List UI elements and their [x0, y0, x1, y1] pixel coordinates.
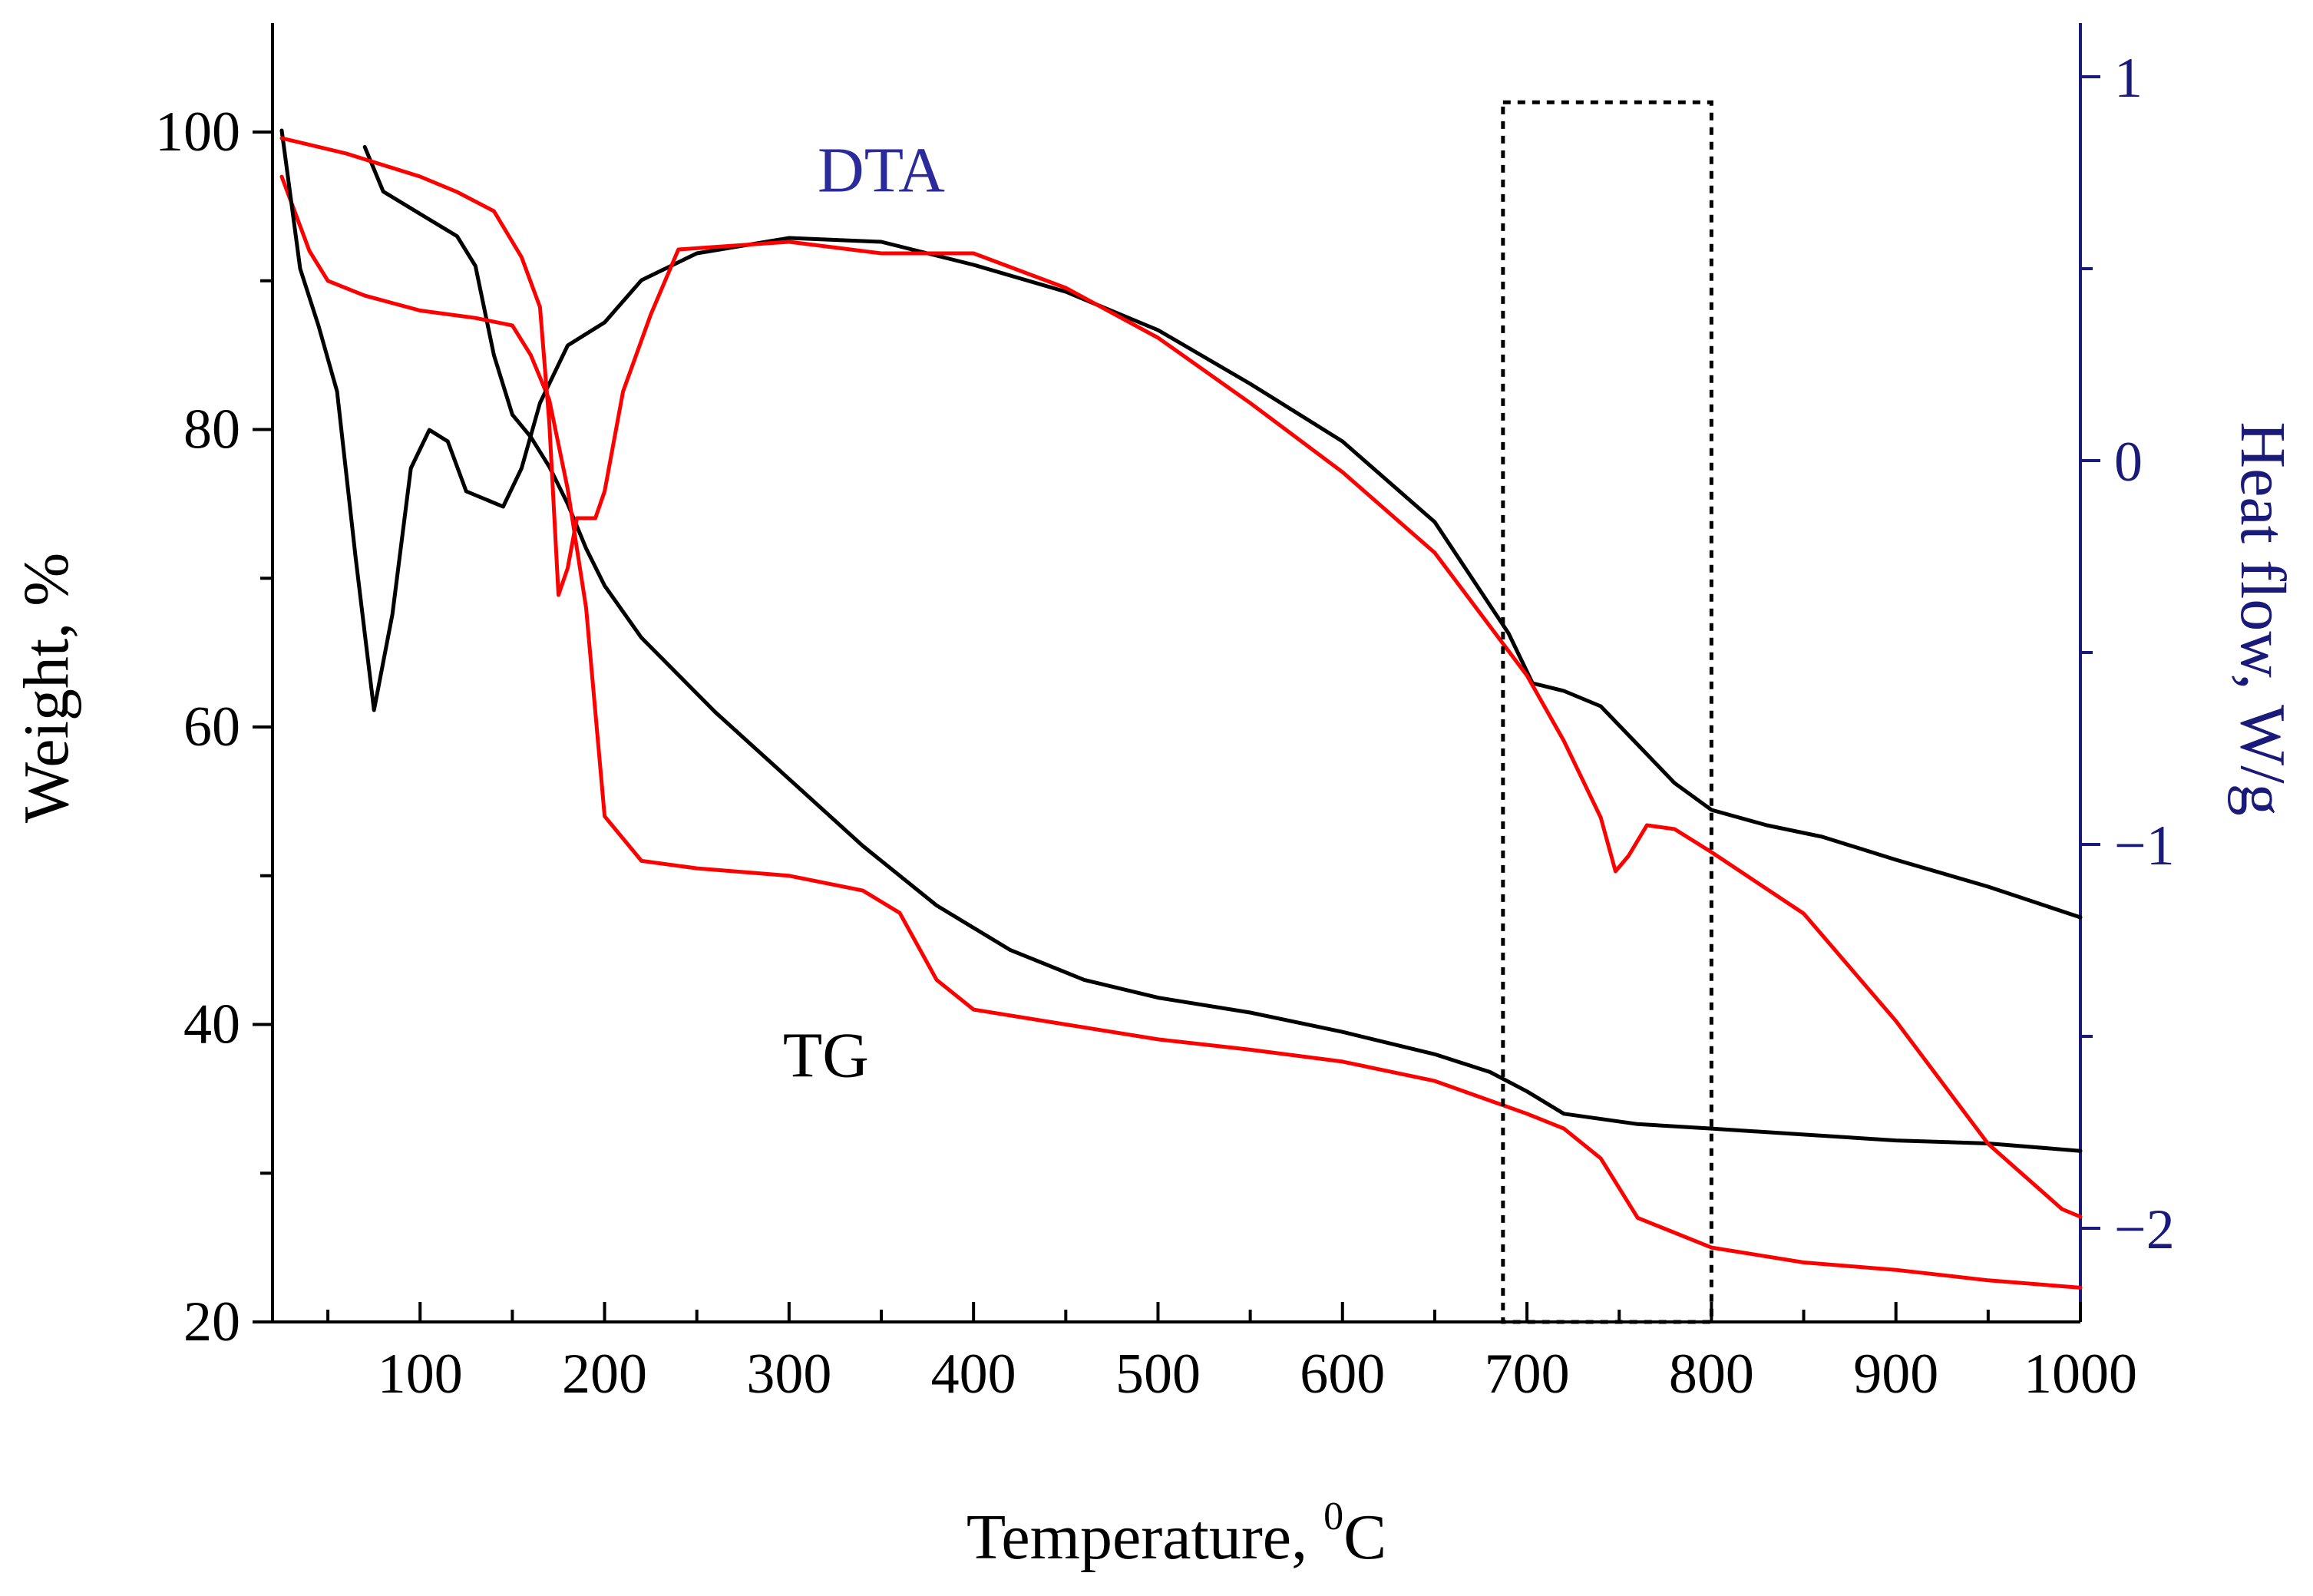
- x-tick-label: 800: [1669, 1343, 1754, 1406]
- x-ticks: 100 200 300 400 500 600 700 800 900 1000: [326, 1302, 2137, 1406]
- x-tick-label: 100: [378, 1343, 463, 1406]
- x-axis-title-sup: 0: [1323, 1495, 1343, 1538]
- y-left-tick-label: 40: [183, 993, 240, 1056]
- x-axis-title-unit: C: [1343, 1502, 1386, 1573]
- annotation-dta: DTA: [818, 135, 945, 207]
- y-left-tick-label: 20: [183, 1290, 240, 1353]
- y-right-tick-label: −1: [2114, 815, 2175, 877]
- y-axis-right-title: Heat flow, W/g: [2227, 421, 2298, 815]
- annotation-tg: TG: [783, 1019, 869, 1091]
- x-tick-label: 900: [1853, 1343, 1938, 1406]
- x-tick-label: 500: [1115, 1343, 1201, 1406]
- y-right-tick-label: −2: [2114, 1198, 2175, 1261]
- x-tick-label: 600: [1300, 1343, 1385, 1406]
- y-ticks-right: 1 0 −1 −2: [2080, 47, 2175, 1261]
- x-tick-label: 700: [1485, 1343, 1570, 1406]
- y-left-tick-label: 100: [155, 101, 240, 164]
- axes: 100 200 300 400 500 600 700 800 900 1000 20406080…: [155, 23, 2175, 1406]
- y-right-tick-label: 0: [2114, 431, 2143, 494]
- x-axis-title: Temperature, 0C: [967, 1495, 1386, 1573]
- y-left-tick-label: 60: [183, 696, 240, 758]
- x-tick-label: 300: [746, 1343, 831, 1406]
- highlight-region-box: [1501, 100, 1713, 1324]
- x-tick-label: 1000: [2024, 1343, 2137, 1406]
- y-right-tick-label: 1: [2114, 47, 2143, 110]
- annotations: DTA TG: [783, 135, 945, 1092]
- series-line-2: [279, 128, 2083, 920]
- y-left-tick-label: 80: [183, 398, 240, 461]
- series-line-1: [279, 174, 2083, 1290]
- series-line-3: [279, 136, 2083, 1219]
- x-axis-title-main: Temperature,: [967, 1502, 1323, 1573]
- y-axis-left-title: Weight, %: [11, 553, 82, 824]
- x-tick-label: 400: [931, 1343, 1016, 1406]
- x-tick-label: 200: [562, 1343, 647, 1406]
- series-layer: [279, 128, 2083, 1290]
- series-line-0: [362, 144, 2083, 1153]
- y-ticks-left: 20 40 60 80 100: [155, 101, 273, 1353]
